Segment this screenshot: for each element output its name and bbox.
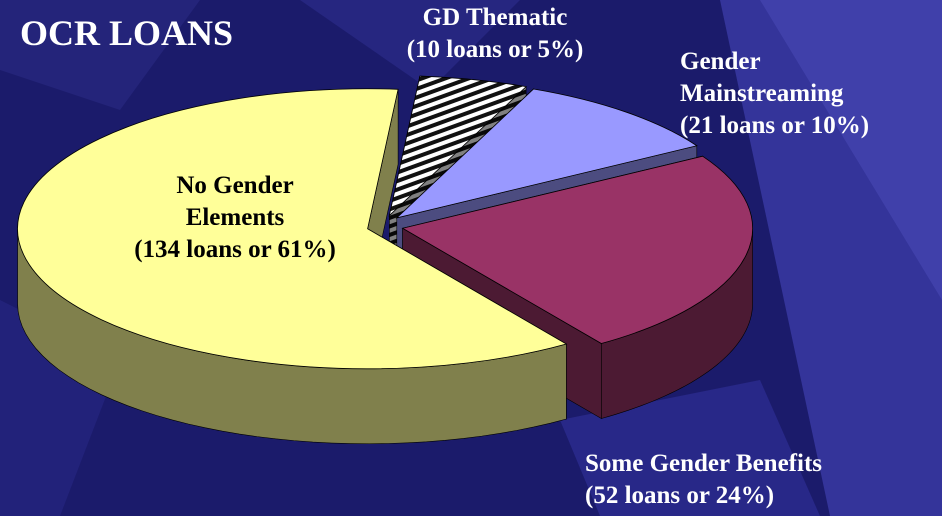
slice-top [395,88,698,219]
slice-top [388,75,527,217]
slice-label: Some Gender Benefits (52 loans or 24%) [585,448,935,512]
slice-label: No Gender Elements (134 loans or 61%) [105,170,365,266]
slice-top [401,155,753,344]
category-label: Some Gender Benefits [585,450,823,477]
category-label: Gender Mainstreaming [680,48,844,107]
value-label: (21 loans or 10%) [680,112,870,139]
slice-label: Gender Mainstreaming (21 loans or 10%) [680,46,920,142]
category-label: No Gender Elements [176,172,294,231]
value-label: (52 loans or 24%) [585,482,775,509]
value-label: (134 loans or 61%) [134,236,336,263]
chart-title: OCR LOANS [20,13,234,53]
pie [17,75,753,445]
slice-label: GD Thematic (10 loans or 5%) [395,2,595,66]
value-label: (10 loans or 5%) [406,36,584,63]
category-label: GD Thematic [422,4,568,31]
slice-top [17,88,568,370]
slice [17,88,568,445]
